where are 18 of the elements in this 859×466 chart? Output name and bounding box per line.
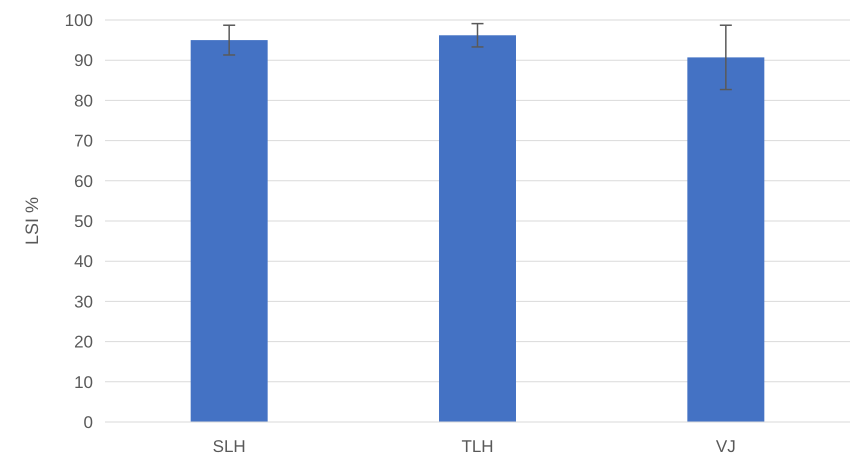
y-tick-label: 80: [74, 91, 93, 110]
y-tick-label: 100: [64, 10, 93, 30]
bar: [439, 35, 516, 422]
y-tick-label: 10: [74, 372, 93, 392]
y-tick-label: 90: [74, 51, 93, 70]
y-tick-label: 20: [74, 332, 93, 352]
bar: [687, 57, 764, 422]
x-tick-label: TLH: [461, 437, 494, 456]
y-tick-label: 70: [74, 132, 93, 151]
y-tick-label: 60: [74, 172, 93, 191]
y-tick-label: 40: [74, 252, 93, 272]
y-tick-label: 0: [84, 412, 93, 432]
x-tick-label: SLH: [212, 437, 246, 456]
y-axis-title: LSI %: [22, 196, 42, 246]
y-tick-label: 50: [74, 212, 93, 231]
bar: [190, 40, 268, 422]
y-tick-label: 30: [74, 292, 93, 312]
x-tick-label: VJ: [716, 437, 736, 456]
